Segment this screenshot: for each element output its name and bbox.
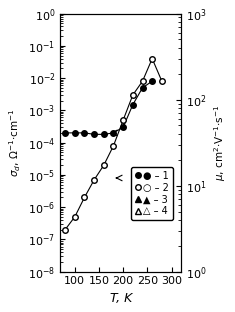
Y-axis label: $\mu$, cm$^2$${\cdot}$V$^{-1}$${\cdot}$s$^{-1}$: $\mu$, cm$^2$${\cdot}$V$^{-1}$${\cdot}$s… xyxy=(212,104,228,181)
X-axis label: T, K: T, K xyxy=(110,292,132,305)
Y-axis label: $\sigma_d$, $\Omega^{-1}{\cdot}$cm$^{-1}$: $\sigma_d$, $\Omega^{-1}{\cdot}$cm$^{-1}… xyxy=(7,108,23,177)
Legend: ● – 1, ○ – 2, ▲ – 3, △ – 4: ● – 1, ○ – 2, ▲ – 3, △ – 4 xyxy=(131,167,173,220)
